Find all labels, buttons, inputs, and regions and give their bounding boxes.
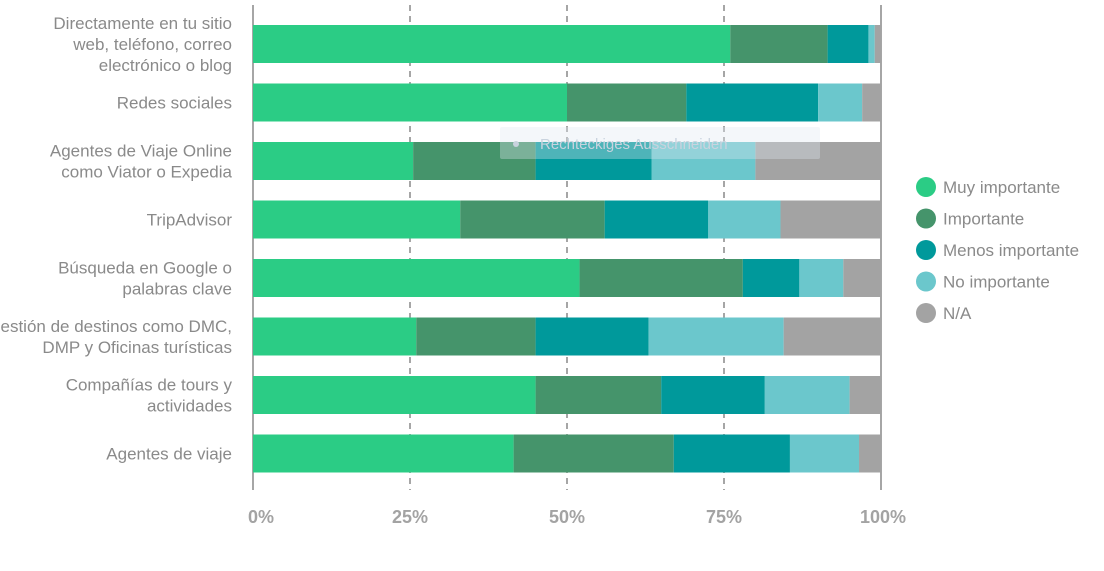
bar-segment bbox=[843, 259, 881, 297]
bar-segment bbox=[673, 434, 790, 473]
legend-marker bbox=[916, 208, 936, 229]
bar-segment bbox=[874, 25, 881, 63]
bar-segment bbox=[849, 376, 881, 414]
bar-segment bbox=[253, 25, 731, 63]
snipping-tooltip-text: Rechteckiges Ausschneiden bbox=[540, 136, 728, 153]
category-label: Búsqueda en Google o palabras clave bbox=[58, 259, 232, 299]
bar-segment bbox=[789, 434, 860, 473]
bar-segment bbox=[862, 83, 881, 122]
x-tick-label: 25% bbox=[392, 507, 428, 527]
x-tick-label: 100% bbox=[860, 507, 906, 527]
bar-segment bbox=[253, 142, 414, 180]
snipping-tooltip-dot-icon bbox=[513, 141, 519, 147]
snipping-tooltip: Rechteckiges Ausschneiden bbox=[500, 127, 820, 159]
bar-segment bbox=[661, 376, 765, 414]
legend-label: N/A bbox=[943, 304, 972, 323]
category-label: Redes sociales bbox=[117, 94, 232, 113]
legend-label: No importante bbox=[943, 273, 1050, 292]
category-labels: Directamente en tu sitio web, teléfono, c… bbox=[0, 14, 233, 464]
bar-segment bbox=[535, 376, 662, 414]
bar-segment bbox=[780, 200, 881, 239]
legend-marker bbox=[916, 271, 936, 292]
bar-segment bbox=[755, 142, 881, 180]
bar-segment bbox=[818, 83, 863, 122]
bar-segment bbox=[416, 317, 536, 356]
category-label: Compañías de tours y actividades bbox=[66, 376, 233, 416]
bar-segment bbox=[708, 200, 781, 239]
bar-segment bbox=[686, 83, 819, 122]
bar-segment bbox=[764, 376, 850, 414]
bar-segment bbox=[742, 259, 800, 297]
bar-segment bbox=[253, 83, 567, 122]
bar-segment bbox=[253, 259, 580, 297]
bar-segment bbox=[648, 317, 784, 356]
bar-segment bbox=[253, 434, 514, 473]
bar-segment bbox=[651, 142, 756, 180]
x-tick-label: 0% bbox=[248, 507, 274, 527]
bar-segment bbox=[604, 200, 709, 239]
bar-segment bbox=[730, 25, 828, 63]
legend-label: Menos importante bbox=[943, 241, 1079, 260]
legend-marker bbox=[916, 177, 936, 197]
legend-label: Muy importante bbox=[943, 178, 1060, 197]
bar-segment bbox=[413, 142, 536, 180]
bar-segment bbox=[460, 200, 605, 239]
legend: Muy importante Importante Menos importante… bbox=[916, 177, 1079, 323]
category-label: Agentes de Viaje Online como Viator o Exp… bbox=[50, 142, 233, 182]
x-tick-label: 75% bbox=[706, 507, 742, 527]
bar-segment bbox=[567, 83, 687, 122]
category-label: Gestión de destinos como DMC, DMP y Ofici… bbox=[0, 317, 232, 357]
bar-segment bbox=[579, 259, 743, 297]
gridlines bbox=[252, 5, 882, 490]
bar-segment bbox=[253, 376, 536, 414]
bar-segment bbox=[783, 317, 881, 356]
bar-segment bbox=[799, 259, 844, 297]
category-label: Directamente en tu sitio web, teléfono, c… bbox=[53, 14, 232, 75]
bar-segment bbox=[253, 200, 461, 239]
bar-segment bbox=[827, 25, 869, 63]
category-label: Agentes de viaje bbox=[106, 445, 232, 464]
bar-segment bbox=[535, 142, 652, 180]
bar-segment bbox=[253, 317, 417, 356]
bar-segment bbox=[868, 25, 875, 63]
bar-segment bbox=[859, 434, 881, 473]
bar-segment bbox=[535, 317, 649, 356]
x-axis: 0% 25% 50% 75% 100% bbox=[248, 507, 906, 527]
x-tick-label: 50% bbox=[549, 507, 585, 527]
legend-marker bbox=[916, 240, 936, 260]
legend-label: Importante bbox=[943, 210, 1024, 229]
legend-marker bbox=[916, 303, 936, 323]
bar-segment bbox=[513, 434, 674, 473]
snipping-tooltip-box bbox=[500, 127, 820, 159]
category-label: TripAdvisor bbox=[147, 211, 233, 230]
bars bbox=[253, 25, 881, 473]
